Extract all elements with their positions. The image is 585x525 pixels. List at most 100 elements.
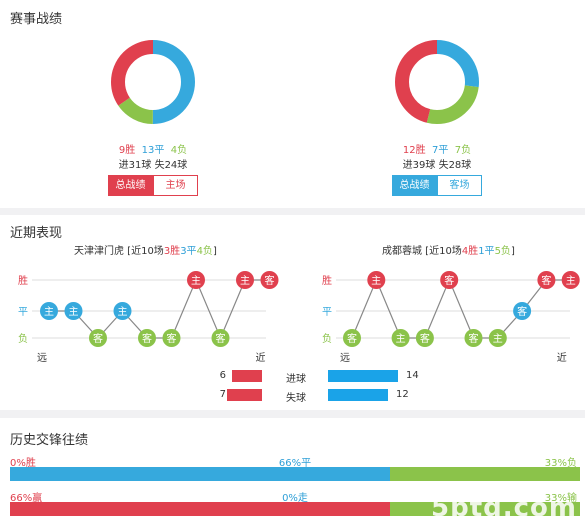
away-axis-label: 平 bbox=[322, 307, 332, 318]
home-venue-record-button[interactable]: 主场 bbox=[153, 175, 198, 196]
away-donut-chart bbox=[395, 40, 479, 124]
away-venue-label: 客 bbox=[541, 274, 551, 287]
away-team-name: 成都蓉城 bbox=[382, 246, 422, 257]
home-form-line bbox=[49, 278, 270, 340]
away-recent-summary: 成都蓉城 [近10场4胜1平5负] bbox=[382, 246, 515, 257]
home-venue-label: 主 bbox=[240, 275, 250, 287]
home-match-point[interactable] bbox=[211, 329, 230, 347]
away-match-point[interactable] bbox=[343, 329, 361, 347]
away-match-point[interactable] bbox=[488, 329, 507, 347]
home-venue-label: 主 bbox=[118, 306, 128, 318]
home-donut-chart bbox=[111, 40, 195, 124]
section-title: 赛事战绩 bbox=[10, 12, 63, 27]
home-venue-label: 客 bbox=[216, 332, 226, 345]
h2h-handicap-win-segment bbox=[10, 502, 390, 516]
home-form-chart: 胜平负主 主客主客 客主客主 客远近 bbox=[18, 271, 279, 364]
home-venue-label: 客 bbox=[167, 332, 177, 345]
away-match-point[interactable] bbox=[464, 329, 483, 347]
home-venue-label: 客 bbox=[93, 332, 103, 345]
recent-form-panel: 近期表现 天津津门虎 [近10场3胜3平4负] 成都蓉城 [近10场4胜1平5负… bbox=[0, 215, 585, 410]
away-axis-near: 近 bbox=[557, 351, 567, 364]
h2h-handicap-win-rate: 66%赢 bbox=[10, 493, 43, 504]
head-to-head-panel: 历史交锋往绩 0%胜 66%平 33%负 66%赢 0%走 33%输 5btq.… bbox=[0, 418, 585, 525]
home-venue-label: 主 bbox=[69, 306, 79, 318]
h2h-handicap-push-rate: 0%走 bbox=[282, 493, 308, 504]
away-match-point[interactable] bbox=[513, 302, 532, 320]
h2h-handicap-loss-segment bbox=[390, 502, 580, 516]
away-goals-against-bar bbox=[328, 389, 388, 401]
home-goals-against-bar bbox=[227, 389, 262, 401]
h2h-win-rate: 0%胜 bbox=[10, 458, 36, 469]
away-form-chart: 胜平负 客主主 客客客 主客客 主远近 bbox=[322, 271, 580, 364]
away-venue-record-button[interactable]: 客场 bbox=[437, 175, 482, 196]
home-match-point[interactable] bbox=[162, 329, 181, 347]
home-total-record-button[interactable]: 总战绩 bbox=[108, 175, 153, 196]
away-goals-for-value: 14 bbox=[406, 370, 419, 381]
away-match-point[interactable] bbox=[367, 271, 386, 289]
away-match-point[interactable] bbox=[561, 271, 580, 289]
away-goals-for-bar bbox=[328, 370, 398, 382]
home-win-slice bbox=[111, 40, 195, 124]
h2h-draw-rate: 66%平 bbox=[278, 458, 312, 469]
watermark: 5btq.com bbox=[431, 493, 577, 523]
home-axis-near: 近 bbox=[256, 351, 266, 364]
home-goals-line: 进31球 失24球 bbox=[118, 160, 188, 171]
away-venue-label: 主 bbox=[566, 275, 576, 287]
away-venue-label: 主 bbox=[493, 333, 503, 345]
away-win-slice bbox=[395, 40, 479, 124]
h2h-handicap-loss-rate: 33%输 bbox=[544, 493, 577, 504]
away-form-line bbox=[351, 278, 571, 339]
home-recent-summary: 天津津门虎 [近10场3胜3平4负] bbox=[74, 246, 217, 257]
home-match-point[interactable] bbox=[138, 329, 156, 347]
away-venue-label: 主 bbox=[396, 333, 406, 345]
home-match-point[interactable] bbox=[89, 329, 107, 347]
away-venue-label: 客 bbox=[517, 305, 527, 318]
home-match-point[interactable] bbox=[64, 302, 83, 320]
away-venue-label: 客 bbox=[444, 274, 454, 287]
home-team-name: 天津津门虎 bbox=[74, 246, 124, 257]
home-venue-label: 主 bbox=[44, 306, 54, 318]
home-match-point[interactable] bbox=[40, 302, 58, 320]
section-title: 近期表现 bbox=[10, 226, 63, 241]
away-match-point[interactable] bbox=[537, 271, 556, 289]
away-venue-label: 客 bbox=[420, 332, 430, 345]
home-match-point[interactable] bbox=[236, 271, 254, 289]
away-loss-count: 7负 bbox=[454, 145, 472, 156]
away-record-line: 12胜 7平 7负 bbox=[377, 141, 497, 156]
home-loss-count: 4负 bbox=[170, 145, 188, 156]
home-goals-for-value: 6 bbox=[219, 370, 226, 381]
h2h-handicap-bar bbox=[10, 502, 580, 516]
away-total-record-button[interactable]: 总战绩 bbox=[392, 175, 437, 196]
away-loss-slice bbox=[395, 40, 479, 124]
away-goals-against-value: 12 bbox=[396, 389, 409, 400]
goals-against-label: 失球 bbox=[286, 393, 306, 404]
home-match-point[interactable] bbox=[113, 302, 132, 320]
home-goals-for-bar bbox=[232, 370, 262, 382]
section-title: 历史交锋往绩 bbox=[10, 433, 89, 448]
home-record-line: 9胜 13平 4负 bbox=[93, 141, 213, 156]
away-venue-label: 客 bbox=[347, 332, 357, 345]
home-axis-label: 平 bbox=[18, 307, 28, 318]
home-axis-label: 负 bbox=[18, 332, 28, 345]
home-axis-far: 远 bbox=[37, 352, 47, 364]
home-match-point[interactable] bbox=[187, 271, 205, 289]
home-venue-label: 主 bbox=[191, 275, 201, 287]
home-venue-label: 客 bbox=[142, 332, 152, 345]
away-match-point[interactable] bbox=[440, 271, 459, 289]
away-venue-label: 客 bbox=[469, 332, 479, 345]
goals-for-label: 进球 bbox=[286, 374, 306, 385]
away-match-point[interactable] bbox=[415, 329, 434, 347]
h2h-result-bar bbox=[10, 467, 580, 481]
h2h-draw-segment bbox=[10, 467, 390, 481]
home-goals-against-value: 7 bbox=[219, 389, 226, 400]
home-draw-count: 13平 bbox=[141, 145, 165, 156]
home-match-point[interactable] bbox=[260, 271, 279, 289]
away-match-point[interactable] bbox=[391, 329, 410, 347]
h2h-loss-segment bbox=[390, 467, 580, 481]
home-win-count: 9胜 bbox=[118, 145, 136, 156]
home-venue-label: 客 bbox=[265, 274, 275, 287]
away-venue-label: 主 bbox=[371, 275, 381, 287]
away-draw-count: 7平 bbox=[431, 145, 449, 156]
away-axis-label: 胜 bbox=[322, 275, 332, 287]
h2h-loss-rate: 33%负 bbox=[544, 458, 577, 469]
